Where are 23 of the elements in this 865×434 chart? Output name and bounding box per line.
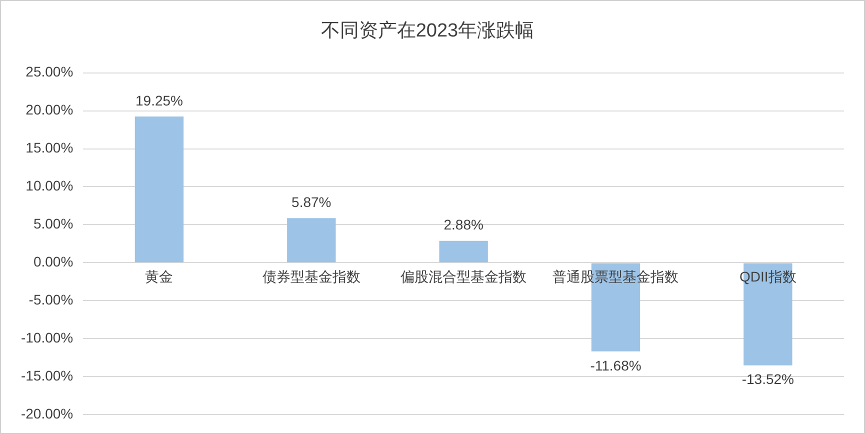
y-tick-label: 0.00% xyxy=(33,254,74,270)
y-tick-label: 20.00% xyxy=(26,102,74,118)
bar xyxy=(287,218,336,262)
y-tick-label: 25.00% xyxy=(26,64,74,80)
data-label: 5.87% xyxy=(292,194,332,210)
chart-title: 不同资产在2023年涨跌幅 xyxy=(320,20,534,42)
y-tick-label: -20.00% xyxy=(20,405,74,422)
bar xyxy=(439,240,488,262)
y-tick-label: 15.00% xyxy=(26,140,74,156)
x-tick-label: 普通股票型基金指数 xyxy=(552,268,679,285)
data-label: -13.52% xyxy=(742,371,794,388)
x-tick-label: 黄金 xyxy=(145,268,174,285)
y-tick-label: -15.00% xyxy=(20,367,74,384)
x-tick-label: 偏股混合型基金指数 xyxy=(400,268,527,285)
y-tick-label: 10.00% xyxy=(26,178,74,194)
data-label: 2.88% xyxy=(444,216,484,233)
data-label: -11.68% xyxy=(590,357,642,374)
y-tick-label: -5.00% xyxy=(28,292,74,308)
y-tick-label: 5.00% xyxy=(33,216,74,232)
data-label: 19.25% xyxy=(135,92,183,108)
y-tick-label: -10.00% xyxy=(20,330,74,346)
bar xyxy=(134,116,184,262)
x-tick-label: 债券型基金指数 xyxy=(262,268,360,285)
